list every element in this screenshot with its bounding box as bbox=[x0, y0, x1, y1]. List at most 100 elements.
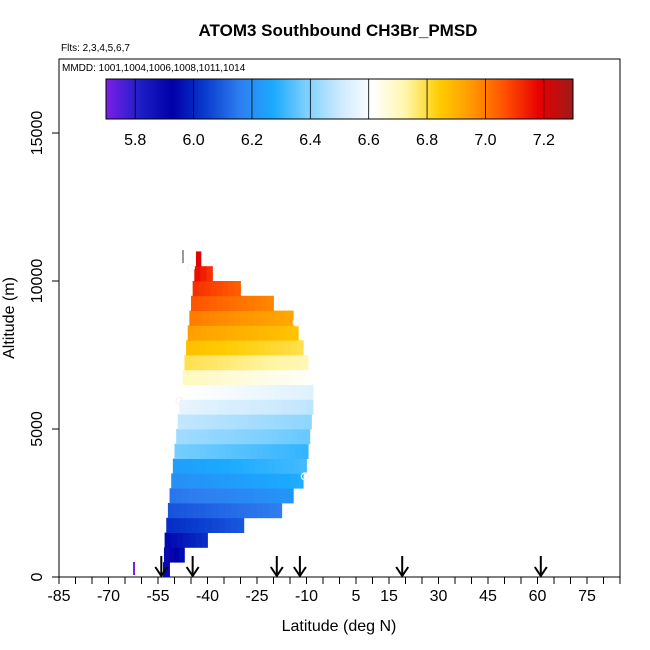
heat-cell bbox=[212, 503, 219, 519]
heat-cell bbox=[272, 325, 280, 341]
heat-cell bbox=[267, 488, 275, 504]
sample-marker bbox=[300, 472, 309, 481]
heat-cell bbox=[298, 369, 306, 385]
heat-cell bbox=[211, 517, 219, 533]
heat-cell bbox=[195, 429, 202, 445]
heat-cell bbox=[250, 443, 258, 459]
heat-cell bbox=[247, 384, 255, 400]
x-tick-label: 45 bbox=[479, 588, 497, 605]
heat-cell bbox=[242, 458, 250, 474]
heat-cell bbox=[300, 458, 307, 474]
heat-cell bbox=[231, 443, 239, 459]
heat-cell bbox=[237, 503, 245, 519]
heat-cell bbox=[223, 458, 231, 474]
heat-cell bbox=[176, 532, 184, 548]
heat-cell bbox=[231, 503, 238, 519]
heat-cell bbox=[218, 340, 226, 356]
heat-cell bbox=[236, 355, 244, 371]
heat-cell bbox=[246, 325, 254, 341]
heat-cell bbox=[294, 399, 301, 415]
heat-cell bbox=[270, 340, 278, 356]
heat-cell bbox=[285, 414, 293, 430]
heat-cell bbox=[262, 503, 270, 519]
heat-cell bbox=[238, 340, 246, 356]
heat-cell bbox=[221, 310, 229, 326]
heat-cell bbox=[169, 488, 177, 504]
heat-cell bbox=[266, 369, 274, 385]
heat-cell bbox=[279, 414, 287, 430]
heat-cell bbox=[276, 443, 284, 459]
heat-cell bbox=[236, 458, 244, 474]
heat-cell bbox=[215, 414, 223, 430]
heat-cell bbox=[208, 369, 216, 385]
heat-cell bbox=[291, 325, 299, 341]
heat-cell bbox=[191, 473, 198, 489]
heat-cell bbox=[268, 458, 276, 474]
heat-cell bbox=[257, 473, 264, 489]
flight-arrow-head bbox=[395, 566, 410, 578]
sample-marker bbox=[292, 318, 301, 327]
heat-cell bbox=[249, 399, 257, 415]
heat-cell bbox=[254, 295, 262, 311]
heat-cell bbox=[230, 458, 237, 474]
heat-cell bbox=[280, 488, 288, 504]
heat-cell bbox=[263, 443, 271, 459]
heat-cell bbox=[278, 325, 286, 341]
heat-cell bbox=[247, 369, 254, 385]
y-tick-label: 10000 bbox=[29, 259, 46, 304]
heat-cell bbox=[176, 429, 183, 445]
heat-cell bbox=[163, 547, 170, 563]
heat-cell bbox=[191, 458, 199, 474]
heat-cell bbox=[284, 429, 292, 445]
heat-cell bbox=[260, 295, 268, 311]
heat-cell bbox=[273, 488, 281, 504]
heat-cell bbox=[306, 384, 314, 400]
heat-cell bbox=[264, 340, 272, 356]
heat-cell bbox=[285, 369, 293, 385]
x-tick-label: 30 bbox=[430, 588, 448, 605]
heat-cell bbox=[224, 503, 232, 519]
heat-cell bbox=[281, 399, 289, 415]
heat-cell bbox=[298, 414, 306, 430]
heat-cell bbox=[263, 473, 271, 489]
heat-cell bbox=[205, 517, 212, 533]
heat-cell bbox=[240, 384, 248, 400]
heat-cell bbox=[184, 473, 192, 489]
heat-cell bbox=[247, 488, 255, 504]
heat-cell bbox=[222, 281, 229, 297]
heat-cell bbox=[214, 369, 222, 385]
heat-cell bbox=[179, 458, 186, 474]
heat-cell bbox=[246, 429, 253, 445]
heat-cell bbox=[266, 414, 274, 430]
flight-arrow-head bbox=[533, 566, 548, 578]
heat-cell bbox=[198, 281, 206, 297]
heat-cell bbox=[174, 443, 182, 459]
heat-cell bbox=[287, 399, 295, 415]
heat-cell bbox=[166, 517, 174, 533]
heat-cell bbox=[239, 325, 247, 341]
flight-arrow-head bbox=[185, 566, 200, 578]
heat-cell bbox=[196, 414, 204, 430]
heat-cell bbox=[239, 429, 247, 445]
heat-cell bbox=[217, 399, 225, 415]
heat-cell bbox=[220, 384, 228, 400]
heat-cell bbox=[255, 458, 263, 474]
heat-cell bbox=[300, 399, 308, 415]
heat-cell bbox=[259, 325, 267, 341]
heat-cell bbox=[228, 310, 236, 326]
x-axis: -85 -70 -55 -40 -25 -10 5 15 30 45 60 75 bbox=[47, 577, 621, 605]
heat-cell bbox=[182, 369, 190, 385]
heat-cell bbox=[285, 325, 293, 341]
heat-cell bbox=[179, 547, 185, 563]
heat-cell bbox=[211, 399, 219, 415]
x-tick-label: -40 bbox=[196, 588, 219, 605]
heat-cell bbox=[208, 310, 216, 326]
heat-cell bbox=[297, 429, 304, 445]
heat-cell bbox=[210, 355, 218, 371]
heat-cell bbox=[198, 517, 206, 533]
heat-cell bbox=[265, 429, 273, 445]
heat-cell bbox=[216, 355, 224, 371]
heat-cell bbox=[198, 458, 206, 474]
heat-cell bbox=[301, 443, 309, 459]
heat-cell bbox=[293, 458, 301, 474]
